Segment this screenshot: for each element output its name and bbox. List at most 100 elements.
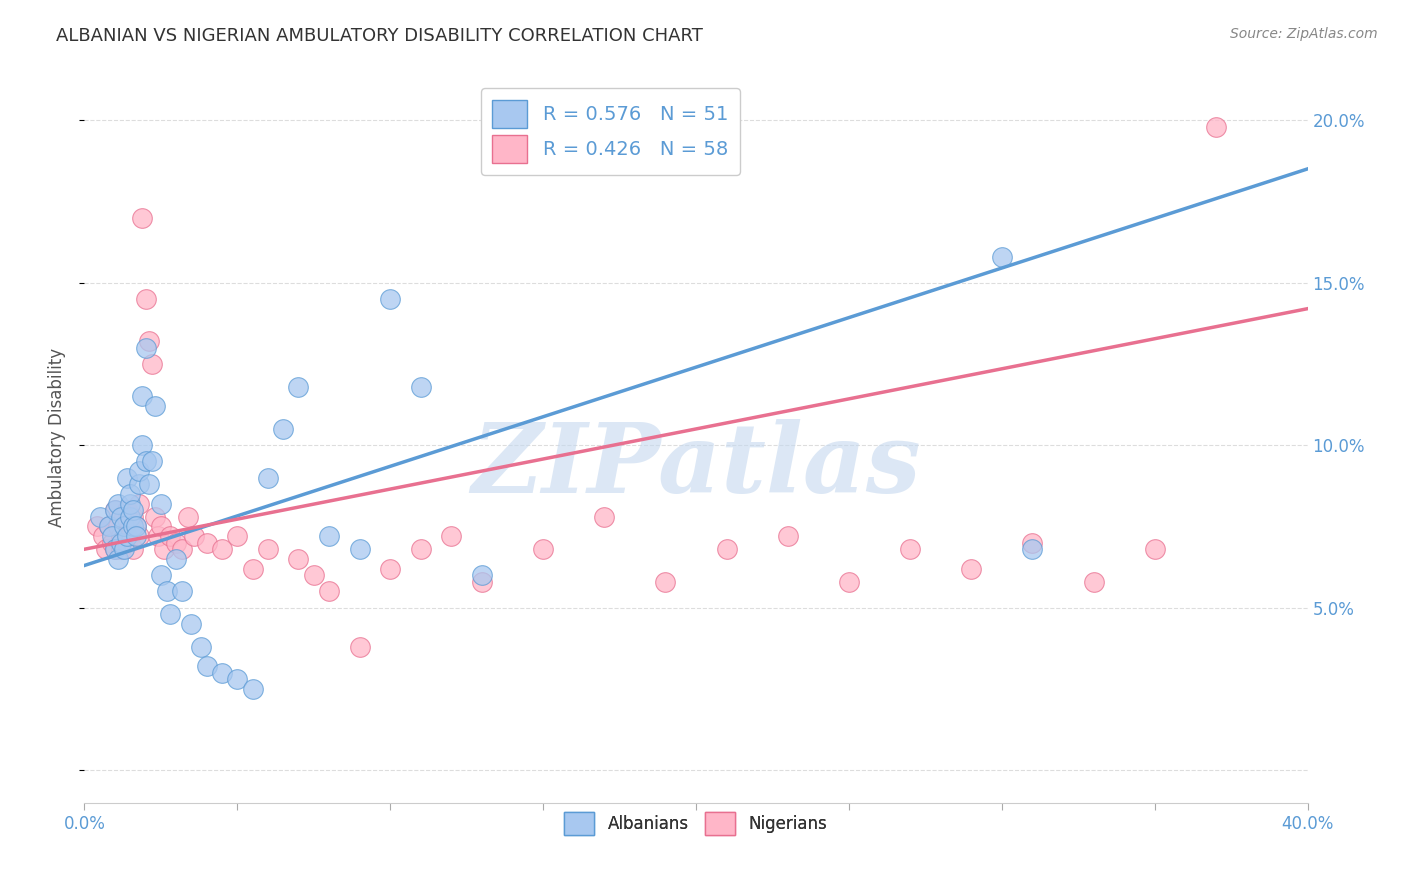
- Point: [112, 542, 135, 557]
- Point: [146, 529, 169, 543]
- Point: [838, 574, 860, 589]
- Point: [135, 341, 157, 355]
- Point: [471, 568, 494, 582]
- Point: [94, 542, 117, 557]
- Point: [716, 542, 738, 557]
- Point: [409, 380, 432, 394]
- Point: [211, 665, 233, 680]
- Point: [226, 529, 249, 543]
- Point: [141, 454, 163, 468]
- Point: [89, 509, 111, 524]
- Point: [131, 389, 153, 403]
- Point: [97, 519, 120, 533]
- Point: [110, 535, 132, 549]
- Point: [115, 503, 138, 517]
- Point: [318, 529, 340, 543]
- Point: [104, 503, 127, 517]
- Y-axis label: Ambulatory Disability: Ambulatory Disability: [48, 348, 66, 526]
- Point: [349, 542, 371, 557]
- Point: [122, 503, 145, 517]
- Point: [242, 681, 264, 696]
- Point: [190, 640, 212, 654]
- Point: [143, 509, 166, 524]
- Point: [242, 562, 264, 576]
- Point: [183, 529, 205, 543]
- Point: [1205, 120, 1227, 134]
- Point: [1021, 535, 1043, 549]
- Point: [1143, 542, 1166, 557]
- Point: [128, 477, 150, 491]
- Point: [302, 568, 325, 582]
- Point: [110, 529, 132, 543]
- Point: [135, 454, 157, 468]
- Point: [172, 542, 194, 557]
- Point: [120, 529, 142, 543]
- Point: [115, 529, 138, 543]
- Point: [112, 509, 135, 524]
- Point: [271, 422, 294, 436]
- Text: Source: ZipAtlas.com: Source: ZipAtlas.com: [1230, 27, 1378, 41]
- Point: [471, 574, 494, 589]
- Point: [226, 673, 249, 687]
- Point: [349, 640, 371, 654]
- Point: [287, 552, 309, 566]
- Point: [180, 617, 202, 632]
- Point: [101, 529, 124, 543]
- Point: [1083, 574, 1105, 589]
- Point: [122, 509, 145, 524]
- Point: [120, 487, 142, 501]
- Point: [159, 529, 181, 543]
- Point: [107, 497, 129, 511]
- Point: [159, 607, 181, 622]
- Point: [112, 519, 135, 533]
- Text: ALBANIAN VS NIGERIAN AMBULATORY DISABILITY CORRELATION CHART: ALBANIAN VS NIGERIAN AMBULATORY DISABILI…: [56, 27, 703, 45]
- Point: [120, 497, 142, 511]
- Point: [654, 574, 676, 589]
- Point: [122, 542, 145, 557]
- Point: [128, 529, 150, 543]
- Point: [122, 519, 145, 533]
- Point: [156, 584, 179, 599]
- Point: [380, 292, 402, 306]
- Point: [131, 438, 153, 452]
- Point: [86, 519, 108, 533]
- Point: [141, 357, 163, 371]
- Point: [110, 509, 132, 524]
- Point: [107, 519, 129, 533]
- Point: [115, 535, 138, 549]
- Point: [257, 542, 280, 557]
- Point: [898, 542, 921, 557]
- Point: [143, 399, 166, 413]
- Point: [91, 529, 114, 543]
- Point: [125, 519, 148, 533]
- Point: [960, 562, 983, 576]
- Legend: Albanians, Nigerians: Albanians, Nigerians: [558, 805, 834, 842]
- Point: [120, 519, 142, 533]
- Point: [776, 529, 799, 543]
- Point: [107, 552, 129, 566]
- Point: [1021, 542, 1043, 557]
- Point: [97, 519, 120, 533]
- Text: ZIPatlas: ZIPatlas: [471, 419, 921, 513]
- Point: [138, 334, 160, 348]
- Point: [593, 509, 616, 524]
- Point: [195, 659, 218, 673]
- Point: [380, 562, 402, 576]
- Point: [287, 380, 309, 394]
- Point: [120, 509, 142, 524]
- Point: [149, 519, 172, 533]
- Point: [125, 529, 148, 543]
- Point: [318, 584, 340, 599]
- Point: [177, 509, 200, 524]
- Point: [211, 542, 233, 557]
- Point: [104, 542, 127, 557]
- Point: [172, 584, 194, 599]
- Point: [153, 542, 176, 557]
- Point: [115, 471, 138, 485]
- Point: [195, 535, 218, 549]
- Point: [440, 529, 463, 543]
- Point: [165, 552, 187, 566]
- Point: [131, 211, 153, 225]
- Point: [104, 503, 127, 517]
- Point: [409, 542, 432, 557]
